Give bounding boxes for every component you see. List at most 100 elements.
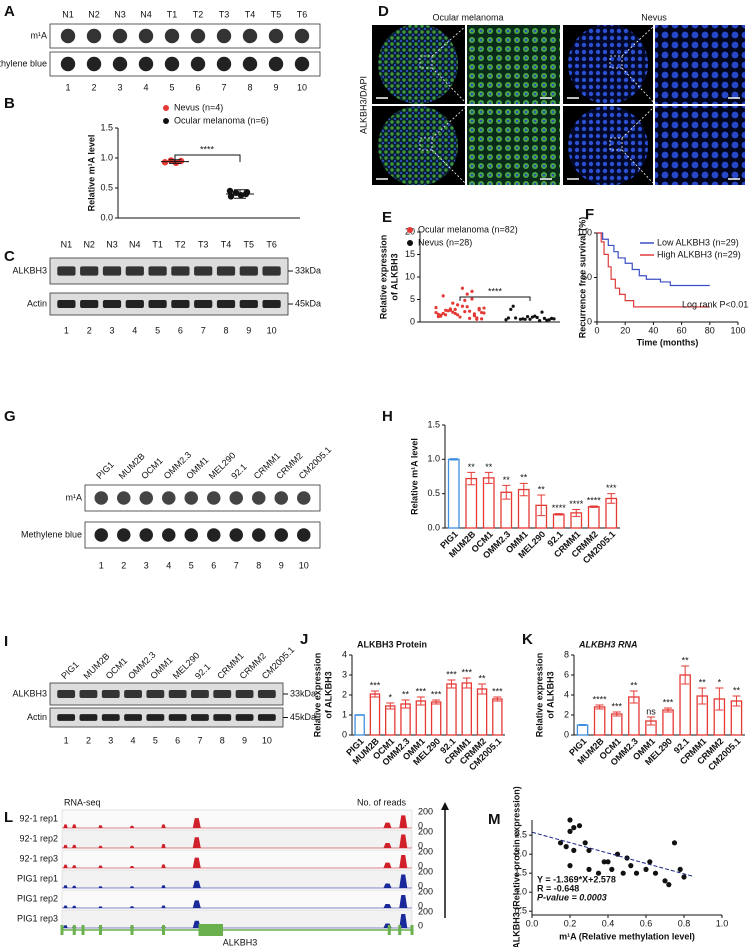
- y-tick-label: 1.0: [427, 454, 440, 464]
- band: [262, 300, 281, 308]
- y-axis-label: Recurrence free survival (%): [577, 217, 587, 339]
- dot: [294, 56, 310, 72]
- y-tick-label: 2: [342, 689, 347, 699]
- bar: [430, 701, 442, 736]
- row-label: ALKBH3: [12, 265, 47, 275]
- coverage-peak: [399, 815, 408, 828]
- error-bar: [732, 695, 741, 707]
- data-point: [586, 847, 592, 854]
- significance: **: [682, 655, 690, 665]
- data-point: [563, 844, 569, 850]
- bar: [354, 714, 365, 736]
- error-bar: [537, 494, 546, 517]
- track-bg: [61, 869, 413, 889]
- coverage-peak: [161, 843, 166, 848]
- panel-letter: B: [4, 95, 15, 112]
- gene-name: ALKBH3: [223, 937, 258, 947]
- data-point: [538, 319, 542, 323]
- significance: ***: [431, 689, 442, 699]
- x-tick-label: 0: [594, 325, 599, 335]
- coverage-peak: [63, 824, 68, 828]
- data-point: [472, 314, 476, 318]
- scale-label: 200: [418, 826, 433, 836]
- data-point: [535, 315, 539, 320]
- error-bar: [681, 665, 690, 685]
- dot: [207, 528, 221, 542]
- dot: [164, 56, 180, 72]
- panel-letter: A: [4, 3, 15, 20]
- y-tick-label: 0.5: [427, 488, 440, 498]
- bar: [662, 709, 674, 736]
- data-point: [456, 303, 460, 307]
- panel-letter: L: [4, 809, 13, 826]
- dot: [190, 28, 206, 44]
- band: [80, 266, 99, 276]
- coverage-peak: [129, 825, 135, 828]
- dot: [94, 491, 108, 505]
- y-axis-label: Relative expression: [378, 235, 388, 320]
- lane-number: 2: [86, 735, 91, 745]
- dot: [190, 56, 206, 72]
- bar: [492, 698, 503, 736]
- row-label: m¹A: [31, 30, 48, 40]
- scale-label: 200: [418, 886, 433, 896]
- row-label: m¹A: [66, 492, 83, 502]
- significance: ****: [552, 503, 567, 513]
- data-point: [477, 308, 481, 312]
- y-tick-label: 4: [342, 649, 347, 659]
- y-tick-label: 0: [564, 729, 569, 739]
- bar: [482, 477, 495, 529]
- coverage-peak: [383, 843, 392, 848]
- panel-letter: F: [585, 206, 594, 223]
- lane-number: 7: [234, 560, 239, 570]
- y-tick-label: 1.5: [514, 868, 527, 878]
- data-point: [482, 306, 486, 310]
- error-bar: [502, 484, 511, 500]
- y-tick-label: 0.0: [427, 522, 440, 532]
- scale-label: 0: [418, 860, 423, 870]
- track-name: 92-1 rep1: [19, 813, 58, 823]
- y-tick-label: 1: [342, 709, 347, 719]
- dot: [117, 491, 131, 505]
- scale-label: 200: [418, 806, 433, 816]
- band: [257, 690, 276, 698]
- lane-label: N4: [140, 9, 152, 19]
- scale-label: 200: [418, 866, 433, 876]
- significance: ****: [200, 144, 215, 154]
- coverage-peak: [129, 845, 135, 848]
- bar: [385, 705, 396, 736]
- data-point: [652, 870, 659, 876]
- row-label: Actin: [27, 712, 47, 722]
- y-tick-label: 2.0: [514, 849, 527, 859]
- band: [235, 714, 254, 721]
- panel-letter: H: [382, 408, 393, 425]
- band: [57, 266, 76, 276]
- significance-bracket: [459, 296, 531, 301]
- chart-title: ALKBH3 Protein: [357, 639, 427, 649]
- data-point: [557, 840, 564, 846]
- y-tick-label: 6: [564, 669, 569, 679]
- lane-number: 9: [279, 560, 284, 570]
- data-point: [567, 817, 573, 823]
- coverage-peak: [63, 864, 68, 868]
- y-tick-label: 0.5: [514, 906, 527, 916]
- x-tick-label: 0.2: [564, 918, 577, 928]
- data-point: [480, 310, 484, 315]
- lane-label: N2: [83, 239, 95, 249]
- y-axis-label: of ALKBH3: [389, 253, 399, 300]
- lane-number: 8: [220, 735, 225, 745]
- scale-label: 200: [418, 906, 433, 916]
- error-bar: [493, 696, 502, 702]
- dot: [139, 491, 153, 505]
- lane-label: T3: [219, 9, 230, 19]
- y-axis-label: Relative m¹A level: [409, 438, 419, 515]
- significance: **: [520, 473, 528, 483]
- significance: ****: [587, 495, 602, 505]
- bar: [447, 458, 460, 529]
- band: [216, 300, 236, 308]
- lane-label: N2: [88, 9, 100, 19]
- data-point: [506, 316, 510, 320]
- panel-letter: M: [488, 811, 501, 828]
- dot: [162, 491, 176, 505]
- lane-label: T2: [193, 9, 204, 19]
